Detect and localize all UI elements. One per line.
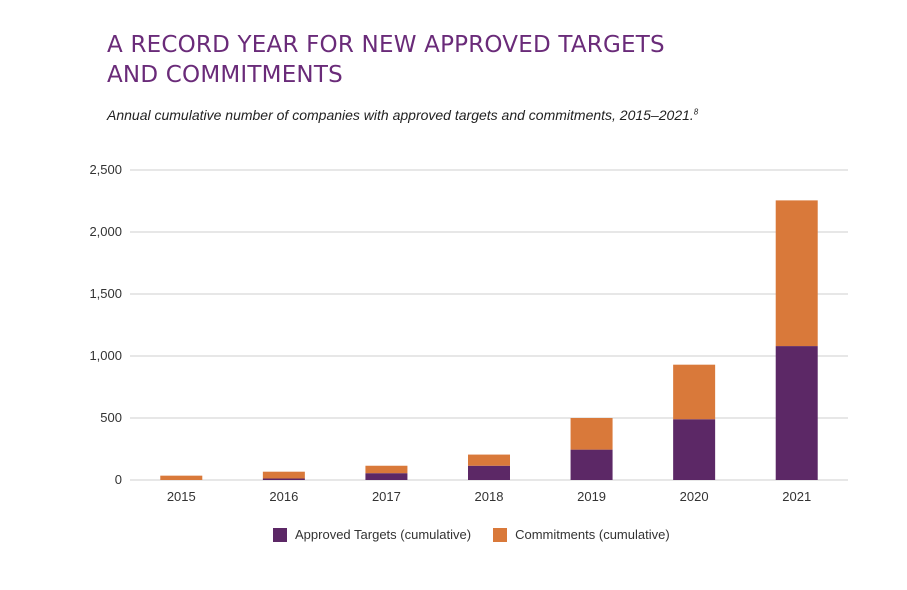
x-tick-label-2018: 2018 xyxy=(475,489,504,504)
y-tick-label-1000: 1,000 xyxy=(89,348,122,363)
legend-swatch-approved xyxy=(273,527,287,542)
footnote-marker: 8 xyxy=(693,107,699,117)
chart-legend: Approved Targets (cumulative) Commitment… xyxy=(273,527,692,542)
bar-commitments-2015 xyxy=(160,475,203,480)
legend-swatch-commitments xyxy=(493,527,508,542)
x-tick-label-2016: 2016 xyxy=(269,489,298,504)
bar-approved-2018 xyxy=(468,465,510,480)
x-tick-label-2017: 2017 xyxy=(372,489,401,504)
bar-approved-2017 xyxy=(365,473,408,480)
bar-commitments-2018 xyxy=(468,454,510,466)
chart-subtitle-text: Annual cumulative number of companies wi… xyxy=(107,107,694,123)
bar-commitments-2016 xyxy=(262,471,305,479)
legend-item-commitments: Commitments (cumulative) xyxy=(493,527,670,542)
bar-approved-2020 xyxy=(673,419,716,480)
bar-approved-2016 xyxy=(262,478,305,480)
bar-approved-2021 xyxy=(775,346,818,480)
bar-commitments-2019 xyxy=(570,418,613,450)
x-tick-label-2019: 2019 xyxy=(577,489,606,504)
x-tick-label-2020: 2020 xyxy=(680,489,709,504)
y-tick-label-2000: 2,000 xyxy=(89,224,122,239)
chart-title: A RECORD YEAR FOR NEW APPROVED TARGETS A… xyxy=(107,30,747,90)
y-tick-label-500: 500 xyxy=(100,410,122,425)
legend-item-approved: Approved Targets (cumulative) xyxy=(273,527,471,542)
chart-subtitle: Annual cumulative number of companies wi… xyxy=(107,107,698,123)
legend-label-commitments: Commitments (cumulative) xyxy=(515,527,670,542)
chart-title-line-1: A RECORD YEAR FOR NEW APPROVED TARGETS xyxy=(107,32,665,58)
x-tick-label-2015: 2015 xyxy=(167,489,196,504)
chart-title-line-2: AND COMMITMENTS xyxy=(107,62,343,88)
y-tick-label-1500: 1,500 xyxy=(89,286,122,301)
y-tick-label-0: 0 xyxy=(115,472,122,487)
legend-label-approved: Approved Targets (cumulative) xyxy=(295,527,472,542)
bar-commitments-2021 xyxy=(775,200,818,347)
bar-approved-2019 xyxy=(570,449,613,480)
bar-commitments-2017 xyxy=(365,465,408,474)
y-tick-label-2500: 2,500 xyxy=(89,162,122,177)
bar-commitments-2020 xyxy=(673,364,716,420)
x-tick-label-2021: 2021 xyxy=(782,489,811,504)
